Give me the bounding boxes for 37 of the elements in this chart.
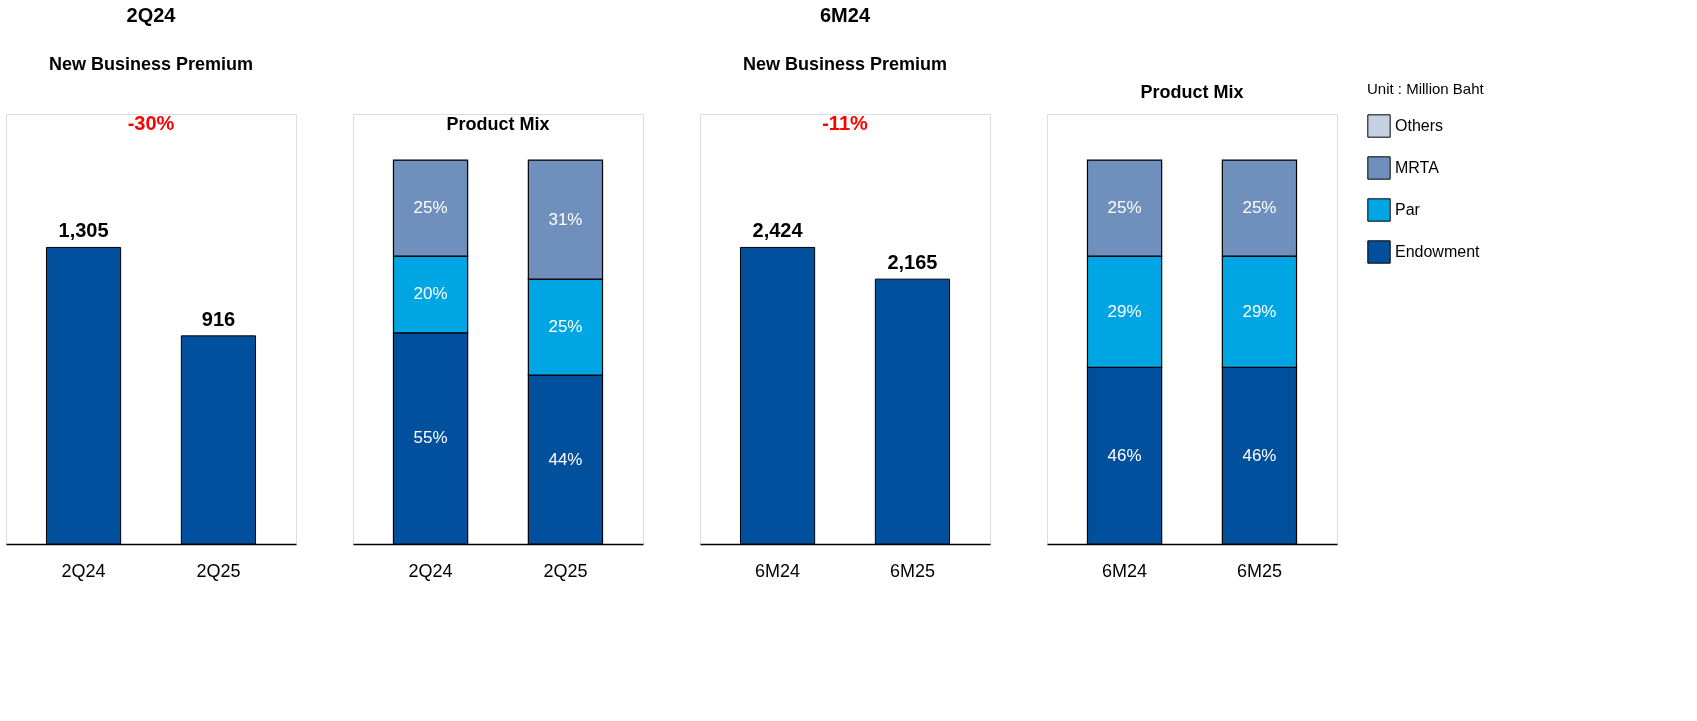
data-label: 25% [413,198,448,218]
chart-title: 2Q24 [126,4,177,26]
chart-subtitle: New Business Premium [48,54,254,74]
text: -30% [127,112,175,134]
chart-title: 6M24 [819,4,871,26]
x-tick-label: 2Q24 [61,560,106,581]
data-label: 2,424 [752,219,804,242]
data-label: 46% [1107,445,1142,465]
data-label: 29% [1107,301,1142,321]
x-tick-label: 2Q25 [196,560,241,581]
x-tick-label: 6M25 [1236,560,1282,581]
chart-subtitle: New Business Premium [742,54,948,74]
legend-label: MRTA [1395,159,1440,176]
data-label: 25% [1107,198,1142,218]
data-label: 55% [413,428,448,448]
data-label: 44% [548,449,583,469]
data-label: 31% [548,209,583,229]
data-label: 29% [1242,301,1277,321]
x-tick-label: 6M24 [755,560,801,581]
data-label: 25% [1242,198,1277,218]
x-tick-label: 6M25 [889,560,935,581]
data-label: 46% [1242,445,1277,465]
data-label: 2,165 [887,251,938,274]
x-tick-label: 6M24 [1102,560,1148,581]
chart-title: Product Mix [1140,82,1244,102]
x-tick-label: 2Q24 [408,560,453,581]
legend-label: Par [1395,201,1421,218]
data-label: 25% [548,317,583,337]
data-label: 1,305 [58,219,109,242]
text: -11% [822,112,869,134]
chart-title: Product Mix [446,114,550,134]
text: Unit : Million Baht [1367,80,1485,97]
x-tick-label: 2Q25 [543,560,588,581]
legend-label: Endowment [1395,243,1481,260]
legend-label: Others [1395,117,1444,134]
data-label: 20% [413,284,448,304]
data-label: 916 [201,307,236,330]
